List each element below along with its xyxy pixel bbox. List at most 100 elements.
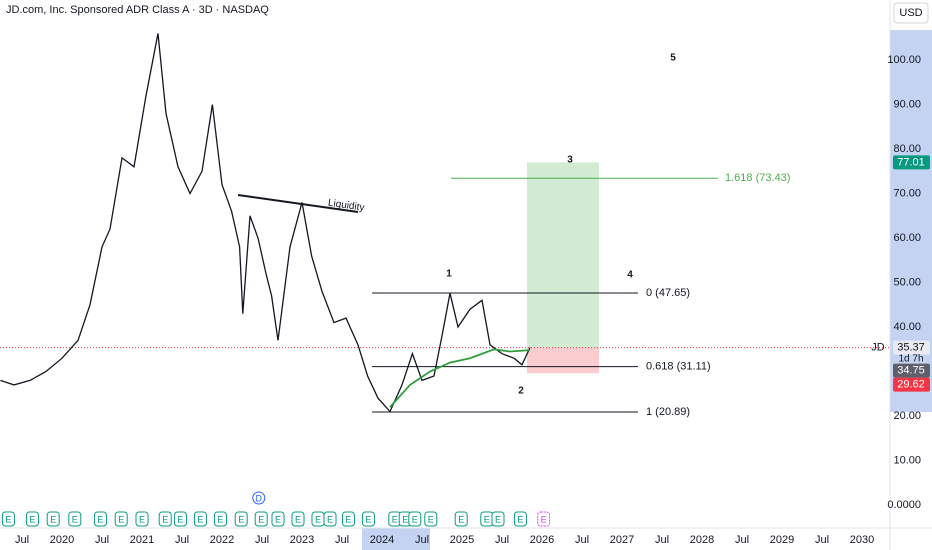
event-label: E bbox=[29, 514, 35, 524]
target-price-badge bbox=[893, 155, 930, 170]
fib-label: 0.618 (31.11) bbox=[646, 360, 711, 372]
x-tick-label: 2023 bbox=[290, 534, 314, 546]
event-label: E bbox=[197, 514, 203, 524]
y-tick-label: 20.00 bbox=[893, 410, 921, 422]
event-marker bbox=[193, 511, 207, 527]
event-label: E bbox=[238, 514, 244, 524]
chart-title: JD.com, Inc. Sponsored ADR Class A · 3D … bbox=[6, 4, 269, 16]
last-price-badge bbox=[893, 340, 930, 355]
wave-label: 4 bbox=[627, 270, 633, 281]
event-marker bbox=[114, 511, 128, 527]
event-label: E bbox=[412, 514, 418, 524]
event-label: E bbox=[392, 514, 398, 524]
event-label: E bbox=[365, 514, 371, 524]
event-label: E bbox=[139, 514, 145, 524]
x-tick-label: 2027 bbox=[610, 534, 634, 546]
event-marker bbox=[513, 511, 527, 527]
x-tick-label: Jul bbox=[495, 534, 509, 546]
moving-average bbox=[389, 348, 531, 408]
y-tick-label: 40.00 bbox=[893, 321, 921, 333]
event-label: E bbox=[50, 514, 56, 524]
y-tick-label: 90.00 bbox=[893, 98, 921, 110]
x-tick-label: Jul bbox=[415, 534, 429, 546]
y-tick-label: 70.00 bbox=[893, 187, 921, 199]
currency[interactable]: USD bbox=[899, 7, 922, 19]
x-tick-label: Jul bbox=[335, 534, 349, 546]
x-tick-label: Jul bbox=[255, 534, 269, 546]
price-line bbox=[0, 33, 531, 413]
event-marker bbox=[424, 511, 438, 527]
fib-label: 1 (20.89) bbox=[646, 406, 690, 418]
x-tick-label: 2030 bbox=[850, 534, 874, 546]
event-marker bbox=[341, 511, 355, 527]
event-label: E bbox=[495, 514, 501, 524]
event-marker bbox=[158, 511, 172, 527]
currency-button[interactable] bbox=[893, 2, 929, 24]
fib-extension-label: 1.618 (73.43) bbox=[725, 172, 790, 184]
event-label: E bbox=[5, 514, 11, 524]
x-tick-label: 2026 bbox=[530, 534, 554, 546]
y-tick-label: 0.0000 bbox=[887, 499, 921, 511]
event-marker bbox=[1, 511, 15, 527]
event-marker bbox=[68, 511, 82, 527]
event-label: E bbox=[458, 514, 464, 524]
event-label: E bbox=[402, 514, 408, 524]
event-marker bbox=[454, 511, 468, 527]
target-zone bbox=[527, 162, 599, 348]
mark-price-badge bbox=[893, 363, 930, 378]
event-marker bbox=[46, 511, 60, 527]
event-marker bbox=[213, 511, 227, 527]
last-price: 35.37 bbox=[897, 342, 925, 354]
event-label: E bbox=[517, 514, 523, 524]
event-label: E bbox=[162, 514, 168, 524]
event-label: E bbox=[97, 514, 103, 524]
stop-price: 29.62 bbox=[897, 379, 925, 391]
y-tick-label: 100.00 bbox=[887, 54, 921, 66]
stop-price-badge bbox=[893, 377, 930, 392]
x-tick-label: 2024 bbox=[370, 534, 394, 546]
wave-label: 5 bbox=[670, 53, 676, 64]
x-tick-label: 2021 bbox=[130, 534, 154, 546]
event-marker bbox=[25, 511, 39, 527]
x-tick-label: Jul bbox=[575, 534, 589, 546]
event-marker bbox=[537, 511, 551, 527]
x-tick-label: Jul bbox=[735, 534, 749, 546]
wave-label: 3 bbox=[567, 155, 573, 166]
fib-label: 0 (47.65) bbox=[646, 287, 690, 299]
x-tick-label: 2022 bbox=[210, 534, 234, 546]
event-label: E bbox=[345, 514, 351, 524]
event-marker bbox=[291, 511, 305, 527]
x-tick-label: 2029 bbox=[770, 534, 794, 546]
countdown: 1d 7h bbox=[898, 353, 923, 364]
event-marker bbox=[254, 511, 268, 527]
event-label: E bbox=[118, 514, 124, 524]
x-tick-label: 2020 bbox=[50, 534, 74, 546]
trendline-label: Liquidity bbox=[327, 198, 365, 214]
y-tick-label: 60.00 bbox=[893, 232, 921, 244]
event-label: E bbox=[217, 514, 223, 524]
event-label: E bbox=[428, 514, 434, 524]
target-price: 77.01 bbox=[897, 156, 925, 168]
trendline bbox=[237, 194, 359, 213]
event-marker bbox=[234, 511, 248, 527]
y-tick-label: 10.00 bbox=[893, 454, 921, 466]
event-marker bbox=[408, 511, 422, 527]
event-label: E bbox=[275, 514, 281, 524]
event-marker bbox=[135, 511, 149, 527]
event-marker bbox=[93, 511, 107, 527]
event-label: E bbox=[258, 514, 264, 524]
event-marker bbox=[361, 511, 375, 527]
dividend-label: D bbox=[256, 493, 263, 503]
x-tick-label: 2028 bbox=[690, 534, 714, 546]
event-label: E bbox=[315, 514, 321, 524]
y-tick-label: 50.00 bbox=[893, 276, 921, 288]
wave-label: 2 bbox=[518, 386, 524, 397]
x-tick-label: Jul bbox=[175, 534, 189, 546]
event-label: E bbox=[72, 514, 78, 524]
x-range-highlight bbox=[362, 528, 430, 550]
event-label: E bbox=[484, 514, 490, 524]
event-marker bbox=[491, 511, 505, 527]
x-tick-label: Jul bbox=[95, 534, 109, 546]
